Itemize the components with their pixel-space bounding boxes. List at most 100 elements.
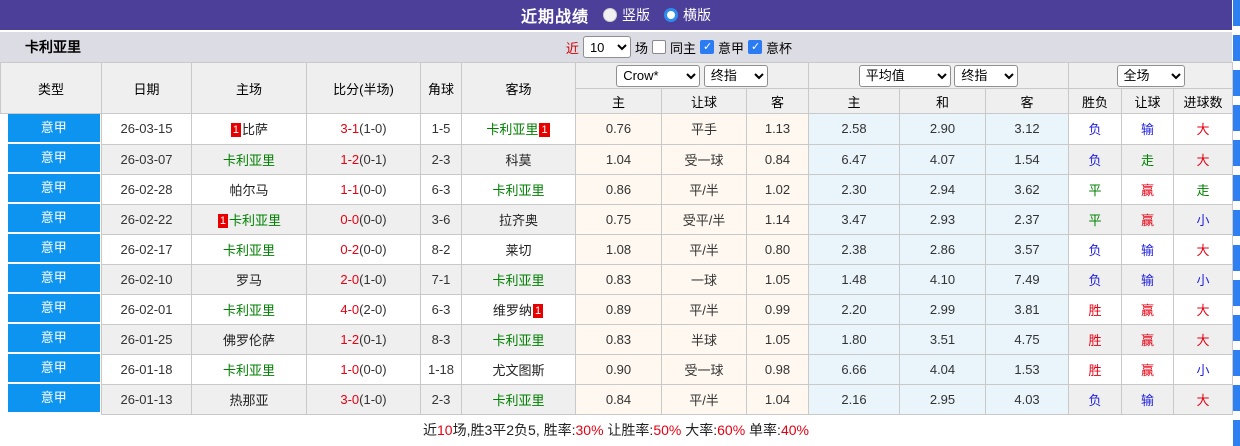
cell-crow-away: 1.05 [746, 263, 809, 295]
sub-col-avg-home: 主 [808, 88, 900, 114]
avg-company-select[interactable]: 平均值 [858, 64, 951, 87]
cell-handicap-result: 输 [1121, 233, 1175, 265]
footer-single-rate: 40% [780, 421, 809, 438]
cell-goals-result: 大 [1173, 383, 1234, 415]
cell-corners: 2-3 [420, 383, 462, 415]
results-tbody: 意甲 26-03-15 1 比萨 3-1(1-0) 1-5 卡利亚里 1 0.76 平手 1.13 2… [0, 113, 1234, 415]
cell-league: 意甲 [0, 263, 102, 294]
cell-crow-handicap: 受一球 [661, 353, 747, 385]
team-label: 卡利亚里 [492, 182, 545, 198]
cell-avg-draw: 4.07 [899, 143, 986, 175]
cell-date: 26-02-17 [101, 233, 192, 265]
cell-league: 意甲 [0, 233, 102, 264]
coppa-checkbox[interactable] [747, 40, 762, 54]
cell-crow-home: 0.86 [575, 173, 662, 205]
match-count-select[interactable]: 10 [582, 36, 631, 58]
crow-group-header: Crow* 终指 [575, 62, 809, 89]
cell-crow-handicap: 受平/半 [661, 203, 747, 235]
avg-final-select[interactable]: 终指 [954, 64, 1019, 87]
cell-avg-home: 2.58 [808, 113, 900, 145]
cell-away: 卡利亚里 1 [461, 113, 576, 145]
cell-goals-result: 大 [1173, 233, 1234, 265]
team-label: 科莫 [505, 152, 532, 168]
col-home-header: 主场 [191, 62, 307, 114]
cell-handicap-result: 赢 [1121, 293, 1175, 325]
sub-col-crow-handicap: 让球 [661, 88, 747, 114]
cell-score: 2-0(1-0) [306, 263, 421, 295]
cell-league: 意甲 [0, 203, 102, 234]
cell-goals-result: 走 [1173, 173, 1234, 205]
footer-text: 场,胜3平2负5, 胜率: [452, 421, 576, 438]
cell-outcome: 平 [1068, 203, 1123, 235]
scope-group-header: 全场 [1068, 62, 1234, 89]
cell-outcome: 负 [1068, 263, 1123, 295]
table-row: 意甲 26-02-10 罗马 2-0(1-0) 7-1 卡利亚里 0.83 一球 1.05 1.4… [0, 263, 1234, 295]
cell-crow-away: 0.80 [746, 233, 809, 265]
cell-home: 1 比萨 [191, 113, 307, 145]
col-date-header: 日期 [101, 62, 192, 114]
crow-final-select[interactable]: 终指 [703, 64, 768, 87]
cell-home: 帕尔马 [191, 173, 307, 205]
cell-outcome: 胜 [1068, 353, 1123, 385]
rank-badge: 1 [217, 213, 229, 228]
same-home-checkbox[interactable] [651, 40, 666, 54]
cell-crow-home: 0.75 [575, 203, 662, 235]
crow-company-select[interactable]: Crow* [616, 64, 701, 87]
cell-handicap-result: 走 [1121, 143, 1175, 175]
horizontal-layout-radio[interactable] [664, 8, 678, 22]
cell-away: 卡利亚里 [461, 263, 576, 295]
filter-bar: 卡利亚里 近 10 场 同主 意甲 意杯 [0, 32, 1232, 62]
cell-home: 热那亚 [191, 383, 307, 415]
league-chip: 意甲 [7, 355, 100, 382]
sub-col-handicap-result: 让球 [1121, 88, 1175, 114]
cell-handicap-result: 赢 [1121, 203, 1175, 235]
serie-a-checkbox[interactable] [699, 40, 714, 54]
cell-avg-home: 1.48 [808, 263, 900, 295]
cell-goals-result: 大 [1173, 143, 1234, 175]
cell-outcome: 平 [1068, 173, 1123, 205]
table-row: 意甲 26-01-13 热那亚 3-0(1-0) 2-3 卡利亚里 0.84 平/半 1.04 2… [0, 383, 1234, 415]
cell-crow-handicap: 平/半 [661, 293, 747, 325]
cell-crow-home: 0.83 [575, 263, 662, 295]
league-chip: 意甲 [7, 265, 100, 292]
sub-col-avg-draw: 和 [899, 88, 986, 114]
cell-avg-draw: 2.90 [899, 113, 986, 145]
cell-avg-away: 7.49 [984, 263, 1070, 295]
league-chip: 意甲 [7, 385, 100, 412]
team-label: 卡利亚里 [222, 362, 275, 378]
cell-avg-away: 3.81 [984, 293, 1070, 325]
cell-date: 26-01-25 [101, 323, 192, 355]
col-type-header: 类型 [0, 62, 102, 114]
cell-avg-away: 3.12 [984, 113, 1070, 145]
table-row: 意甲 26-01-25 佛罗伦萨 1-2(0-1) 8-3 卡利亚里 0.83 半球 1.05 1… [0, 323, 1234, 355]
cell-goals-result: 大 [1173, 113, 1234, 145]
footer-text: 让胜率: [603, 421, 654, 438]
cell-avg-home: 2.38 [808, 233, 900, 265]
table-row: 意甲 26-03-15 1 比萨 3-1(1-0) 1-5 卡利亚里 1 0.76 平手 1.13 2… [0, 113, 1234, 145]
cell-avg-away: 1.53 [984, 353, 1070, 385]
cell-crow-handicap: 平手 [661, 113, 747, 145]
footer-text: 单率: [745, 421, 781, 438]
cell-corners: 1-18 [420, 353, 462, 385]
cell-outcome: 胜 [1068, 323, 1123, 355]
cell-goals-result: 小 [1173, 263, 1234, 295]
scope-select[interactable]: 全场 [1116, 64, 1185, 87]
cell-score: 3-1(1-0) [306, 113, 421, 145]
results-table: 类型 日期 主场 比分(半场) 角球 客场 Crow* 终指 平均值 [0, 62, 1234, 415]
cell-corners: 3-6 [420, 203, 462, 235]
cell-avg-draw: 4.04 [899, 353, 986, 385]
team-label: 卡利亚里 [222, 302, 275, 318]
team-label: 卡利亚里 [222, 152, 275, 168]
top-bar: 近期战绩 竖版 横版 [0, 0, 1232, 30]
sub-col-avg-away: 客 [984, 88, 1070, 114]
cell-outcome: 负 [1068, 383, 1123, 415]
cell-league: 意甲 [0, 143, 102, 174]
cell-corners: 6-3 [420, 173, 462, 205]
cell-corners: 7-1 [420, 263, 462, 295]
cell-home: 罗马 [191, 263, 307, 295]
sub-col-crow-away: 客 [746, 88, 809, 114]
cell-goals-result: 小 [1173, 203, 1234, 235]
cell-handicap-result: 输 [1121, 113, 1175, 145]
cell-avg-away: 3.62 [984, 173, 1070, 205]
vertical-layout-radio[interactable] [603, 8, 617, 22]
